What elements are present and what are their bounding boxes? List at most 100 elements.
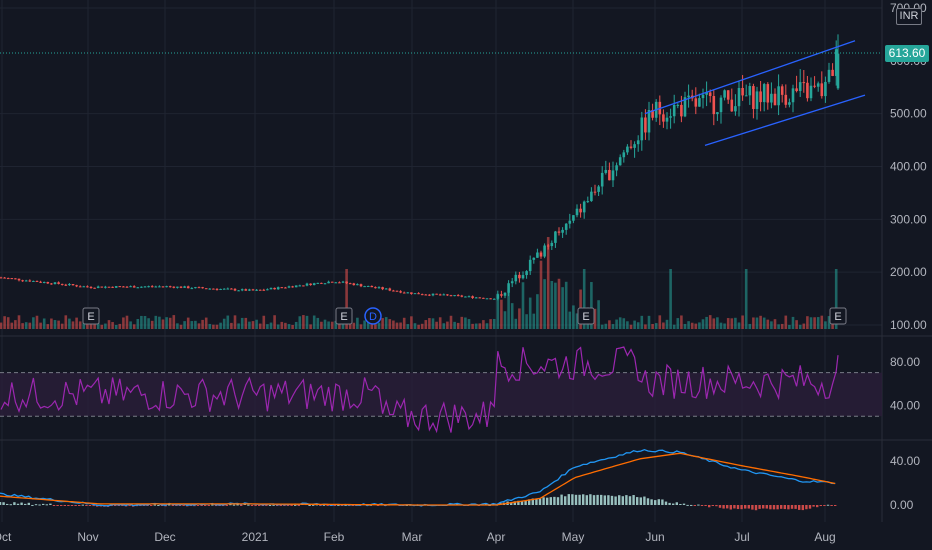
- candle-body: [168, 286, 172, 288]
- volume-bar: [140, 315, 143, 329]
- volume-bar: [276, 324, 280, 329]
- volume-bar: [114, 324, 118, 329]
- volume-bar: [176, 323, 179, 329]
- event-marker-e[interactable]: E: [335, 307, 353, 325]
- volume-bar: [723, 323, 726, 329]
- macd-histogram-bar: [258, 505, 261, 506]
- candle-body: [222, 288, 226, 290]
- macd-histogram-bar: [200, 505, 203, 506]
- macd-histogram-bar: [128, 505, 131, 506]
- macd-histogram-bar: [772, 505, 776, 510]
- candle-body: [640, 117, 644, 141]
- volume-bar: [410, 316, 413, 329]
- volume-bar: [161, 319, 165, 329]
- candle-body: [734, 106, 737, 112]
- macd-histogram-bar: [88, 505, 92, 506]
- volume-bar: [244, 317, 248, 329]
- volume-bar: [132, 324, 136, 329]
- volume-bar: [590, 282, 593, 329]
- candle-body: [496, 294, 500, 299]
- macd-histogram-bar: [560, 494, 563, 505]
- volume-bar: [478, 323, 482, 329]
- volume-bar: [633, 320, 636, 329]
- volume-bar: [442, 323, 446, 329]
- macd-histogram-bar: [60, 505, 63, 506]
- volume-bar: [89, 322, 93, 329]
- candle-body: [586, 201, 590, 203]
- volume-bar: [543, 279, 546, 329]
- candle-body: [392, 290, 395, 292]
- macd-histogram-bar: [704, 505, 707, 506]
- candle-body: [143, 286, 147, 288]
- volume-bar: [507, 292, 510, 329]
- volume-bar: [575, 313, 579, 329]
- candle-body: [683, 97, 687, 117]
- macd-histogram-bar: [456, 503, 459, 505]
- volume-bar: [521, 282, 525, 329]
- volume-bar: [690, 322, 694, 329]
- event-marker-e[interactable]: E: [82, 307, 100, 325]
- rsi-tick-label: 80.00: [890, 355, 920, 369]
- event-marker-e[interactable]: E: [829, 307, 847, 325]
- candle-body: [795, 88, 798, 92]
- macd-histogram-bar: [531, 498, 534, 505]
- candle-body: [723, 90, 726, 98]
- macd-histogram-bar: [643, 496, 646, 505]
- macd-histogram-bar: [13, 502, 16, 505]
- volume-bar: [665, 319, 669, 329]
- trend-channel[interactable]: [644, 40, 866, 146]
- macd-histogram-bar: [722, 505, 725, 509]
- candle-body: [834, 49, 838, 76]
- macd-histogram-bar: [690, 504, 693, 506]
- macd-histogram-bar: [297, 505, 300, 506]
- macd-histogram-bar: [589, 494, 592, 505]
- volume-bar: [431, 318, 435, 329]
- candle-body: [456, 295, 460, 297]
- candle-body: [536, 252, 539, 258]
- candle-body: [478, 297, 482, 299]
- candle-body: [770, 93, 773, 103]
- volume-bar: [154, 315, 158, 329]
- macd-histogram-bar: [229, 504, 232, 506]
- candle-body: [194, 287, 197, 289]
- candle-body: [334, 282, 338, 284]
- macd-histogram-bar: [74, 505, 77, 506]
- macd-histogram-bar: [16, 503, 20, 505]
- candle-body: [590, 191, 593, 202]
- candle-body: [237, 290, 240, 292]
- candle-body: [737, 87, 741, 107]
- price-axis[interactable]: 100.00200.00300.00400.00500.00700.00600.…: [890, 1, 927, 512]
- event-marker-label: D: [369, 311, 377, 323]
- candle-body: [154, 286, 158, 288]
- candle-body: [125, 286, 129, 288]
- macd-histogram-bar: [49, 503, 52, 505]
- candle-body: [672, 104, 676, 117]
- event-marker-e[interactable]: E: [577, 307, 595, 325]
- volume-bar: [636, 322, 640, 329]
- volume-bar: [654, 323, 658, 329]
- event-marker-d[interactable]: D: [364, 307, 382, 325]
- volume-bar: [532, 313, 536, 329]
- candle-body: [266, 289, 269, 291]
- macd-histogram-bar: [268, 504, 272, 506]
- candle-body: [726, 90, 730, 100]
- candle-body: [226, 288, 230, 290]
- candle-body: [442, 294, 446, 296]
- candle-body: [46, 281, 50, 284]
- candle-body: [291, 286, 294, 288]
- candle-body: [813, 85, 816, 87]
- volume-bar: [597, 300, 600, 329]
- candle-body: [802, 82, 806, 84]
- volume-bar: [345, 269, 348, 329]
- macd-histogram-bar: [646, 498, 650, 505]
- volume-bar: [489, 319, 492, 329]
- macd-histogram-bar: [740, 505, 743, 510]
- candle-body: [107, 286, 111, 288]
- currency-badge[interactable]: INR: [896, 8, 922, 25]
- volume-bar: [330, 321, 334, 329]
- candle-body: [410, 292, 413, 294]
- volume-bar: [708, 315, 712, 329]
- time-axis[interactable]: Oct Nov Dec 2021 Feb Mar Apr May Jun Jul Aug: [0, 530, 836, 544]
